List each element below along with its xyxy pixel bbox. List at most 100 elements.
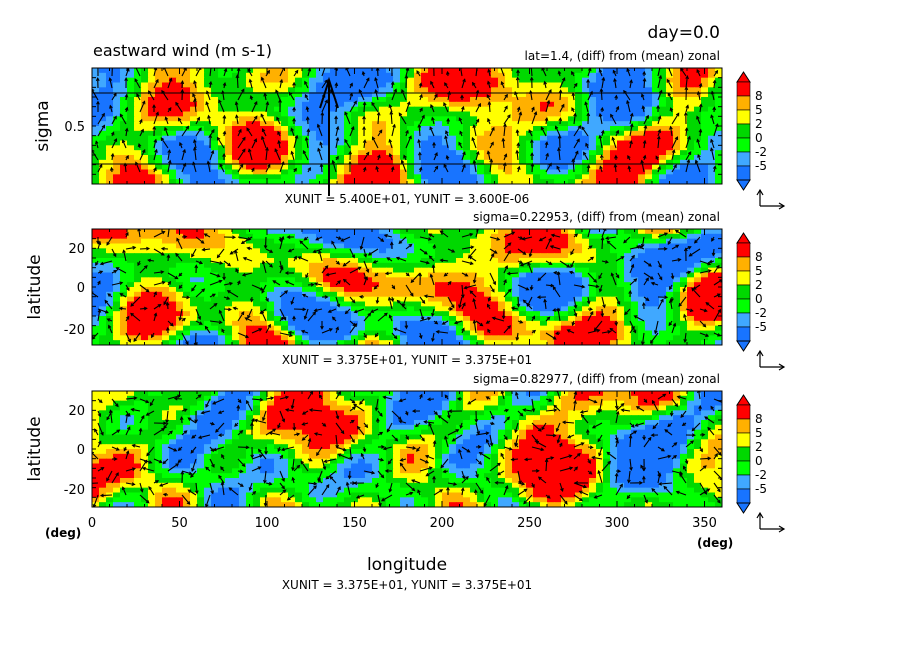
heatmap-cell [659, 150, 667, 156]
heatmap-cell [204, 174, 212, 180]
heatmap-cell [694, 72, 702, 79]
heatmap-cell [148, 340, 156, 345]
wind-arrow [99, 260, 113, 266]
heatmap-cell [92, 179, 100, 184]
heatmap-cell [715, 164, 722, 171]
heatmap-cell [260, 316, 268, 322]
heatmap-cell [463, 277, 471, 283]
heatmap-cell [652, 316, 660, 322]
heatmap-cell [708, 169, 716, 175]
heatmap-cell [687, 248, 695, 254]
wind-arrow [222, 130, 227, 137]
heatmap-cell [645, 325, 653, 332]
heatmap-cell [113, 126, 121, 132]
heatmap-cell [400, 243, 408, 249]
heatmap-cell [694, 169, 702, 175]
heatmap-cell [190, 126, 198, 132]
heatmap-cell [239, 335, 247, 341]
heatmap-cell [505, 135, 513, 142]
heatmap-cell [302, 159, 310, 166]
wind-arrow [181, 125, 190, 137]
heatmap-cell [477, 291, 485, 298]
heatmap-cell [169, 229, 177, 235]
heatmap-cell [106, 169, 114, 175]
heatmap-cell [274, 68, 282, 74]
heatmap-cell [589, 101, 597, 108]
heatmap-cell [505, 301, 513, 307]
heatmap-cell [92, 121, 100, 127]
wind-arrow [167, 107, 172, 113]
heatmap-cell [344, 155, 352, 161]
wind-arrow [122, 249, 127, 262]
heatmap-cell [638, 248, 646, 254]
heatmap-cell [316, 325, 324, 332]
heatmap-cell [218, 106, 226, 113]
heatmap-cell [505, 262, 513, 269]
heatmap-cell [267, 82, 275, 88]
heatmap-cell [400, 135, 408, 142]
wind-arrow [515, 129, 520, 137]
heatmap-cell [519, 325, 527, 332]
wind-arrow [461, 245, 475, 250]
heatmap-cell [673, 316, 681, 322]
heatmap-cell [92, 340, 100, 345]
heatmap-cell [652, 296, 660, 303]
heatmap-cell [218, 121, 226, 127]
wind-arrow [500, 80, 505, 89]
heatmap-cell [400, 140, 408, 146]
wind-arrow [321, 79, 328, 89]
heatmap-cell [561, 306, 569, 312]
heatmap-cell [358, 301, 366, 307]
heatmap-cell [512, 164, 520, 171]
heatmap-cell [477, 82, 485, 88]
heatmap-cell [204, 97, 212, 103]
heatmap-cell [190, 291, 198, 298]
heatmap-cell [666, 106, 674, 113]
heatmap-cell [274, 330, 282, 336]
heatmap-cell [204, 282, 212, 288]
heatmap-cell [106, 272, 114, 278]
wind-arrow [600, 106, 605, 113]
heatmap-cell [547, 92, 555, 98]
heatmap-cell [610, 159, 618, 166]
heatmap-cell [372, 311, 380, 317]
heatmap-cell [540, 262, 548, 269]
heatmap-cell [134, 238, 142, 245]
heatmap-cell [106, 155, 114, 161]
heatmap-cell [253, 155, 261, 161]
heatmap-cell [533, 179, 541, 184]
heatmap-cell [498, 106, 506, 113]
heatmap-cell [589, 150, 597, 156]
heatmap-cell [253, 330, 261, 336]
heatmap-cell [582, 159, 590, 166]
heatmap-cell [106, 258, 114, 264]
heatmap-cell [155, 301, 163, 307]
heatmap-cell [113, 248, 121, 254]
heatmap-cell [687, 340, 695, 345]
heatmap-cell [141, 101, 149, 108]
heatmap-cell [295, 277, 303, 283]
heatmap-cell [302, 72, 310, 79]
heatmap-cell [141, 121, 149, 127]
heatmap-cell [295, 335, 303, 341]
heatmap-cell [575, 340, 583, 345]
heatmap-cell [428, 253, 436, 259]
heatmap-cell [414, 82, 422, 88]
heatmap-cell [393, 68, 401, 74]
heatmap-cell [344, 243, 352, 249]
heatmap-cell [365, 316, 373, 322]
heatmap-cell [603, 282, 611, 288]
heatmap-cell [638, 316, 646, 322]
heatmap-cell [498, 287, 506, 293]
heatmap-cell [211, 82, 219, 88]
heatmap-cell [253, 335, 261, 341]
heatmap-cell [358, 287, 366, 293]
heatmap-cell [295, 174, 303, 180]
heatmap-cell [204, 140, 212, 146]
heatmap-cell [659, 316, 667, 322]
heatmap-cell [330, 287, 338, 293]
heatmap-cell [505, 140, 513, 146]
heatmap-cell [232, 179, 240, 184]
heatmap-cell [211, 233, 219, 240]
heatmap-cell [225, 311, 233, 317]
